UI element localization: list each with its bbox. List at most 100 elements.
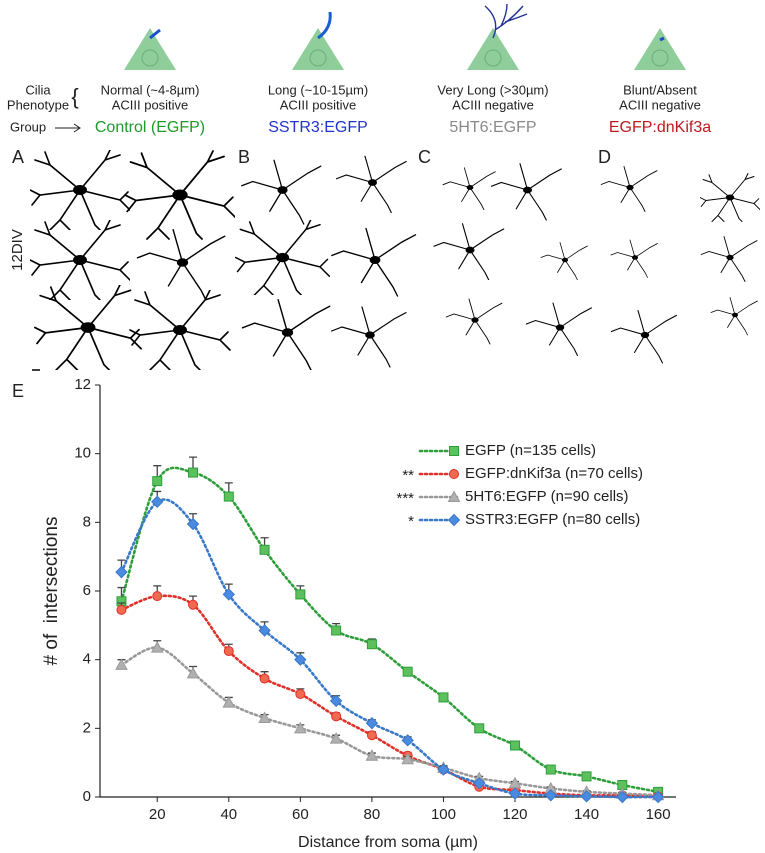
marker [188, 467, 199, 478]
phenotype: Normal (~4-8µm) [101, 82, 200, 97]
marker [447, 513, 461, 527]
marker [449, 469, 459, 479]
arrow [55, 123, 81, 133]
marker [401, 752, 415, 765]
marker [150, 641, 164, 653]
marker [186, 666, 200, 679]
marker [295, 689, 306, 699]
x-tick-label: 40 [220, 806, 237, 823]
aciii-status: ACIII negative [619, 97, 701, 112]
x-tick-label: 140 [574, 806, 599, 823]
aciii-status: ACIII positive [280, 97, 357, 112]
marker [223, 646, 234, 657]
panel-letter: B [238, 147, 250, 167]
x-axis-label: Distance from soma (µm) [298, 834, 478, 851]
panel-letter: C [418, 147, 431, 167]
legend-label: SSTR3:EGFP (n=80 cells) [465, 511, 640, 528]
legend-label: 5HT6:EGFP (n=90 cells) [465, 488, 629, 505]
marker [508, 787, 522, 800]
marker [366, 730, 377, 741]
y-tick-label: 6 [83, 582, 91, 599]
marker [151, 495, 164, 508]
group-name: SSTR3:EGFP [268, 119, 368, 136]
marker [474, 723, 485, 734]
series-line [120, 498, 660, 799]
marker [581, 771, 592, 782]
y-axis-label: # of intersections [41, 517, 62, 666]
marker [331, 711, 342, 722]
brace: { [71, 84, 78, 109]
x-tick-label: 60 [292, 806, 309, 823]
marker [258, 711, 271, 724]
x-tick-label: 80 [364, 806, 381, 823]
div-label: 12DIV [9, 229, 26, 271]
marker [222, 588, 236, 601]
marker [294, 721, 307, 734]
cilia-label: Cilia [25, 82, 51, 97]
marker [616, 790, 629, 804]
panel-letter: A [12, 147, 24, 167]
phenotype-label: Phenotype [7, 97, 69, 112]
marker [651, 790, 665, 804]
marker [437, 763, 450, 776]
aciii-status: ACIII negative [452, 97, 534, 112]
marker [329, 732, 343, 744]
marker [438, 692, 449, 703]
y-tick-label: 8 [83, 513, 91, 530]
marker [365, 749, 379, 761]
marker [329, 694, 343, 708]
marker [259, 673, 270, 684]
x-tick-label: 20 [149, 806, 166, 823]
marker [188, 599, 199, 610]
group-name: Control (EGFP) [95, 119, 205, 136]
legend-label: EGFP (n=135 cells) [465, 442, 596, 459]
marker [223, 491, 234, 502]
legend-label: EGFP:dnKif3a (n=70 cells) [465, 465, 643, 482]
marker [580, 790, 593, 803]
marker [473, 777, 486, 790]
marker [115, 658, 128, 670]
y-tick-label: 2 [83, 719, 91, 736]
marker [365, 716, 379, 730]
cell-icon [292, 11, 344, 70]
marker [259, 544, 270, 555]
marker [258, 624, 271, 637]
marker [545, 764, 556, 775]
significance: * [408, 513, 414, 530]
cell-schematics [124, 3, 686, 70]
marker [447, 490, 461, 502]
neuron-images [30, 150, 760, 370]
marker [152, 591, 163, 602]
series-line [120, 594, 660, 798]
aciii-status: ACIII positive [112, 97, 189, 112]
marker [152, 476, 163, 487]
marker [295, 589, 306, 600]
group-name: EGFP:dnKif3a [609, 119, 711, 136]
marker [402, 666, 413, 677]
marker [510, 740, 521, 751]
chart: 0 2 4 6 8 10 12 20 40 60 80 100 120 140 160 Distance fr… [41, 376, 676, 851]
marker [294, 653, 307, 666]
marker [366, 639, 377, 650]
y-tick-label: 4 [83, 651, 91, 668]
marker [544, 789, 557, 802]
cell-icon [467, 3, 528, 70]
marker [331, 625, 342, 636]
marker [449, 446, 459, 456]
group-name: 5HT6:EGFP [449, 119, 536, 136]
significance: *** [396, 490, 414, 507]
phenotype: Blunt/Absent [623, 82, 697, 97]
significance: ** [402, 467, 414, 484]
marker [401, 734, 414, 747]
marker [186, 517, 200, 531]
marker [222, 696, 236, 708]
panel-letter: E [12, 381, 24, 401]
phenotype: Long (~10-15µm) [268, 82, 368, 97]
cell-icon [124, 28, 176, 70]
phenotype: Very Long (>30µm) [437, 82, 548, 97]
panel-letter: D [598, 147, 611, 167]
cell-icon [634, 28, 686, 70]
x-tick-label: 100 [431, 806, 456, 823]
